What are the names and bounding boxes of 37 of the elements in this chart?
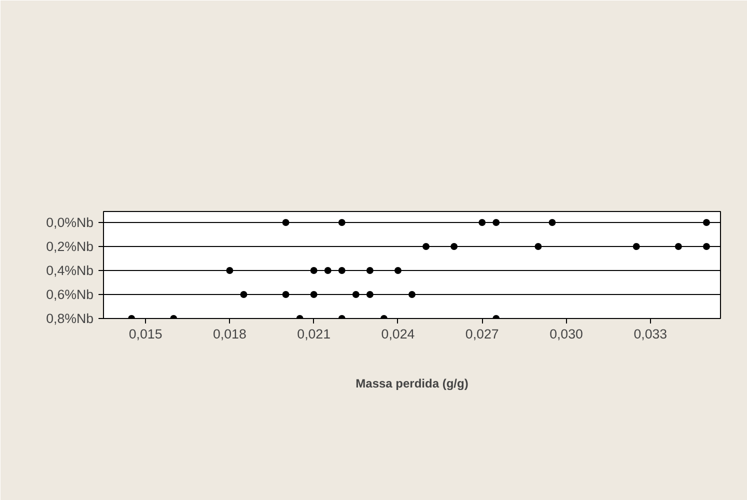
point	[282, 291, 290, 298]
y-tick-label: 0,2%Nb	[46, 239, 94, 254]
point	[366, 291, 374, 298]
x-tick-label: 0,027	[465, 326, 499, 342]
y-tick-label: 0,4%Nb	[46, 263, 94, 278]
x-tick-label: 0,030	[550, 326, 583, 342]
point	[352, 291, 360, 298]
point	[240, 291, 248, 298]
x-axis-title: Massa perdida (g/g)	[356, 376, 468, 390]
point	[366, 267, 374, 274]
point	[632, 243, 640, 250]
point	[422, 243, 430, 250]
point	[226, 267, 234, 274]
point	[702, 243, 710, 250]
point	[408, 291, 416, 298]
point	[534, 243, 542, 250]
point	[310, 291, 318, 298]
point	[310, 267, 318, 274]
y-tick-label: 0,0%Nb	[46, 215, 94, 230]
point	[702, 219, 710, 226]
point	[282, 219, 290, 226]
point	[478, 219, 486, 226]
x-tick-label: 0,015	[128, 326, 162, 342]
point	[492, 219, 500, 226]
y-tick-label: 0,8%Nb	[46, 311, 94, 326]
point	[674, 243, 682, 250]
x-tick-label: 0,024	[381, 326, 416, 342]
point	[548, 219, 556, 226]
x-tick-label: 0,033	[634, 326, 668, 342]
point	[450, 243, 458, 250]
point	[338, 267, 346, 274]
point	[394, 267, 402, 274]
point	[338, 219, 346, 226]
x-tick-label: 0,018	[213, 326, 246, 342]
y-tick-label: 0,6%Nb	[46, 287, 94, 302]
point	[324, 267, 332, 274]
x-tick-label: 0,021	[297, 326, 331, 342]
